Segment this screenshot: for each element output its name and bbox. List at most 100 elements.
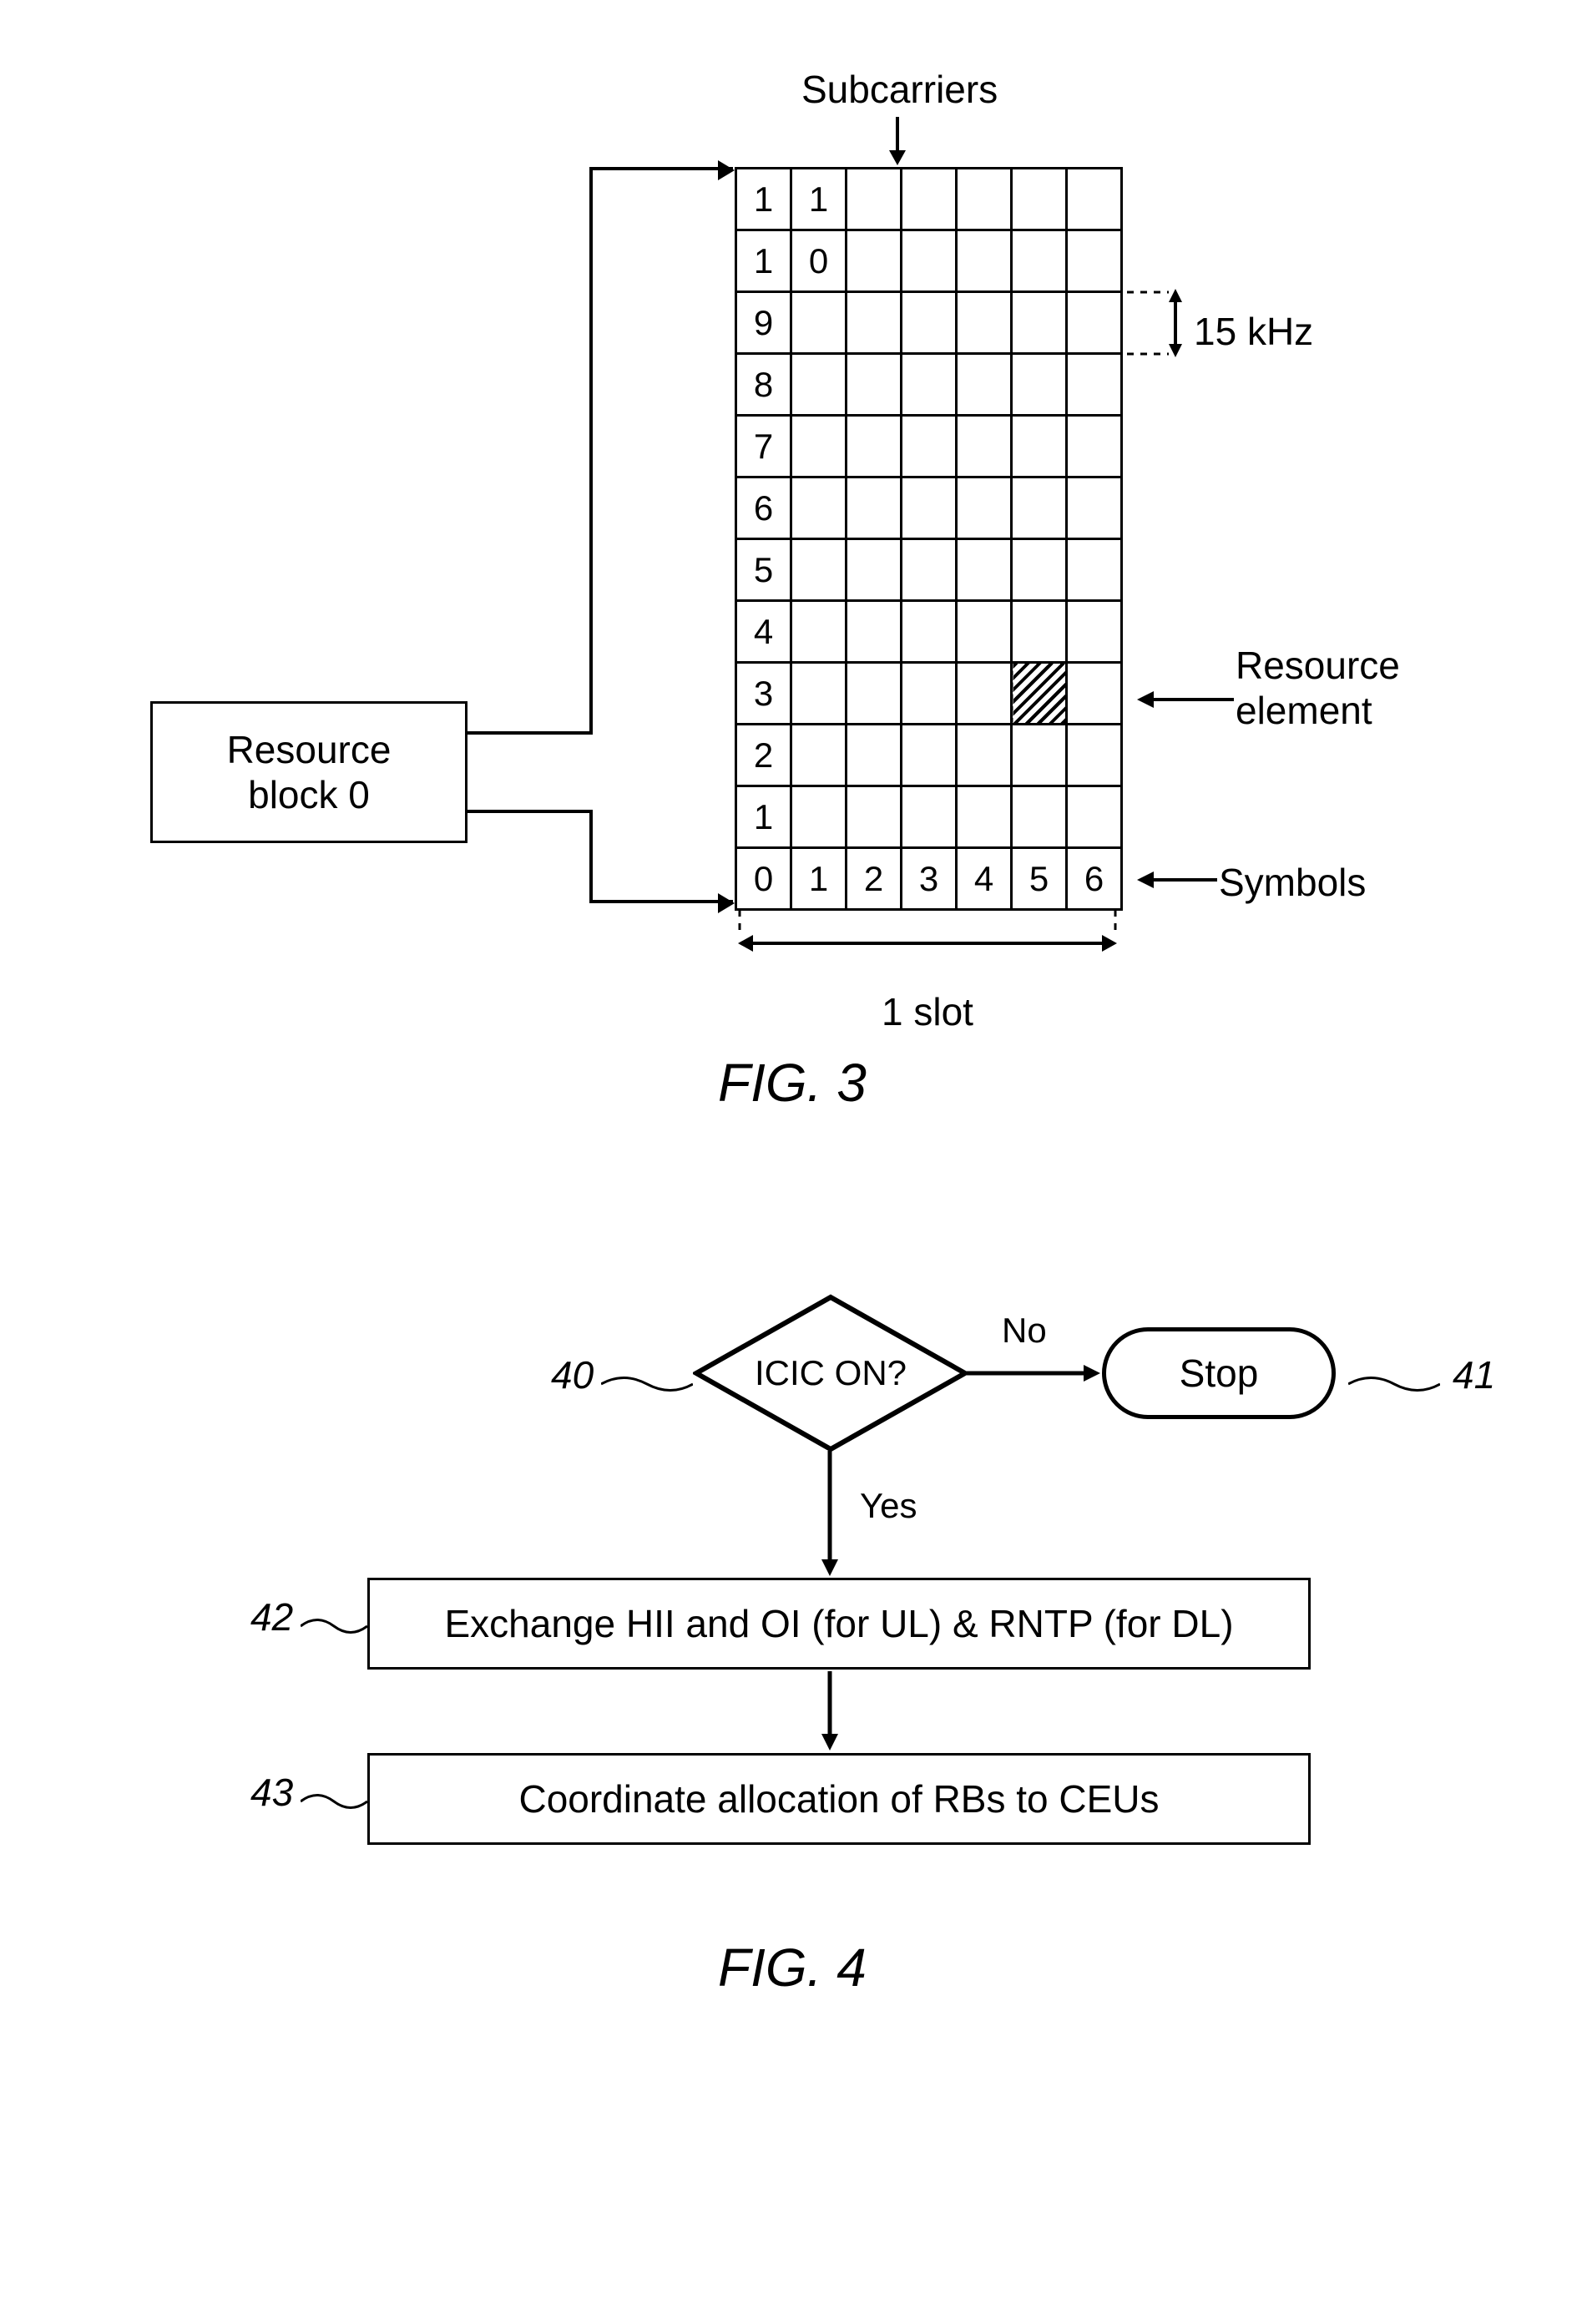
grid-cell	[1067, 230, 1122, 292]
grid-cell: 6	[1067, 848, 1122, 910]
slot-label: 1 slot	[735, 989, 1120, 1034]
decision-label: ICIC ON?	[693, 1294, 968, 1452]
figure-4-caption: FIG. 4	[718, 1937, 867, 1998]
mid-arrow	[820, 1671, 845, 1759]
grid-cell	[847, 786, 902, 848]
grid-cell: 0	[736, 848, 791, 910]
grid-cell: 1	[736, 786, 791, 848]
coordinate-label: Coordinate allocation of RBs to CEUs	[518, 1776, 1159, 1821]
ref-42-tilde	[301, 1603, 367, 1648]
grid-cell	[1012, 230, 1067, 292]
grid-cell	[791, 786, 847, 848]
grid-cell	[902, 725, 957, 786]
ref-43-tilde	[301, 1778, 367, 1823]
grid-cell	[791, 416, 847, 477]
grid-cell: 5	[736, 539, 791, 601]
grid-cell	[957, 416, 1012, 477]
grid-cell	[1067, 292, 1122, 354]
grid-cell	[1012, 786, 1067, 848]
decision-diamond: ICIC ON?	[693, 1294, 968, 1452]
grid-cell	[791, 601, 847, 663]
grid-cell	[847, 416, 902, 477]
resource-grid: 11109876543210123456	[735, 167, 1123, 911]
grid-cell	[847, 663, 902, 725]
ref-40: 40	[551, 1352, 594, 1397]
grid-cell	[1012, 477, 1067, 539]
symbols-label: Symbols	[1219, 860, 1366, 905]
grid-cell	[1012, 292, 1067, 354]
grid-cell	[847, 169, 902, 230]
grid-cell: 0	[791, 230, 847, 292]
grid-cell: 1	[736, 169, 791, 230]
grid-cell	[902, 292, 957, 354]
figure-4: ICIC ON? 40 No Stop 41 Yes Exchange HII …	[50, 1269, 1542, 2187]
grid-cell: 5	[1012, 848, 1067, 910]
grid-cell	[1012, 725, 1067, 786]
no-label: No	[1002, 1311, 1047, 1351]
grid-cell	[902, 169, 957, 230]
grid-cell	[957, 663, 1012, 725]
grid-cell: 2	[736, 725, 791, 786]
grid-cell	[1067, 725, 1122, 786]
exchange-label: Exchange HII and OI (for UL) & RNTP (for…	[444, 1601, 1233, 1646]
grid-cell	[902, 663, 957, 725]
grid-cell	[1012, 416, 1067, 477]
symbols-arrow	[1135, 860, 1219, 902]
grid-cell	[902, 539, 957, 601]
grid-cell	[902, 416, 957, 477]
stop-label: Stop	[1180, 1351, 1259, 1396]
grid-cell	[957, 230, 1012, 292]
resource-block-0-box: Resourceblock 0	[150, 701, 467, 843]
grid-cell	[902, 230, 957, 292]
grid-cell	[791, 539, 847, 601]
grid-cell	[1012, 601, 1067, 663]
grid-cell	[1067, 663, 1122, 725]
grid-cell	[791, 292, 847, 354]
grid-cell	[847, 292, 902, 354]
yes-arrow	[820, 1451, 845, 1584]
grid-cell: 8	[736, 354, 791, 416]
grid-cell: 9	[736, 292, 791, 354]
resource-element-arrow	[1135, 680, 1236, 721]
grid-cell: 6	[736, 477, 791, 539]
grid-cell	[1012, 354, 1067, 416]
ref-43: 43	[250, 1770, 293, 1815]
grid-cell: 1	[791, 169, 847, 230]
resource-block-0-label: Resourceblock 0	[227, 727, 392, 817]
grid-cell: 1	[736, 230, 791, 292]
grid-cell: 2	[847, 848, 902, 910]
grid-cell	[1067, 169, 1122, 230]
ref-41: 41	[1453, 1352, 1495, 1397]
stop-terminal: Stop	[1102, 1327, 1336, 1419]
grid-cell	[791, 725, 847, 786]
grid-cell	[1067, 601, 1122, 663]
resource-block-bracket	[467, 167, 735, 910]
grid-cell	[1067, 786, 1122, 848]
ref-41-tilde	[1348, 1361, 1440, 1406]
coordinate-box: Coordinate allocation of RBs to CEUs	[367, 1753, 1311, 1845]
grid-cell: 4	[957, 848, 1012, 910]
grid-cell	[847, 601, 902, 663]
resource-element-label: Resourceelement	[1236, 643, 1400, 733]
grid-cell: 3	[902, 848, 957, 910]
grid-cell	[847, 354, 902, 416]
grid-cell	[902, 477, 957, 539]
grid-cell	[847, 477, 902, 539]
grid-cell	[902, 786, 957, 848]
grid-cell	[957, 725, 1012, 786]
ref-40-tilde	[601, 1361, 693, 1406]
grid-cell	[1067, 477, 1122, 539]
grid-cell	[957, 292, 1012, 354]
grid-cell: 3	[736, 663, 791, 725]
grid-cell	[847, 539, 902, 601]
grid-cell	[957, 786, 1012, 848]
grid-cell	[791, 354, 847, 416]
figure-3: Subcarriers 11109876543210123456 Resourc…	[50, 67, 1542, 1202]
exchange-box: Exchange HII and OI (for UL) & RNTP (for…	[367, 1578, 1311, 1670]
grid-cell: 1	[791, 848, 847, 910]
no-arrow	[967, 1363, 1104, 1392]
grid-cell	[957, 354, 1012, 416]
grid-cell	[1012, 169, 1067, 230]
yes-label: Yes	[860, 1486, 917, 1526]
subcarriers-label: Subcarriers	[801, 67, 998, 112]
